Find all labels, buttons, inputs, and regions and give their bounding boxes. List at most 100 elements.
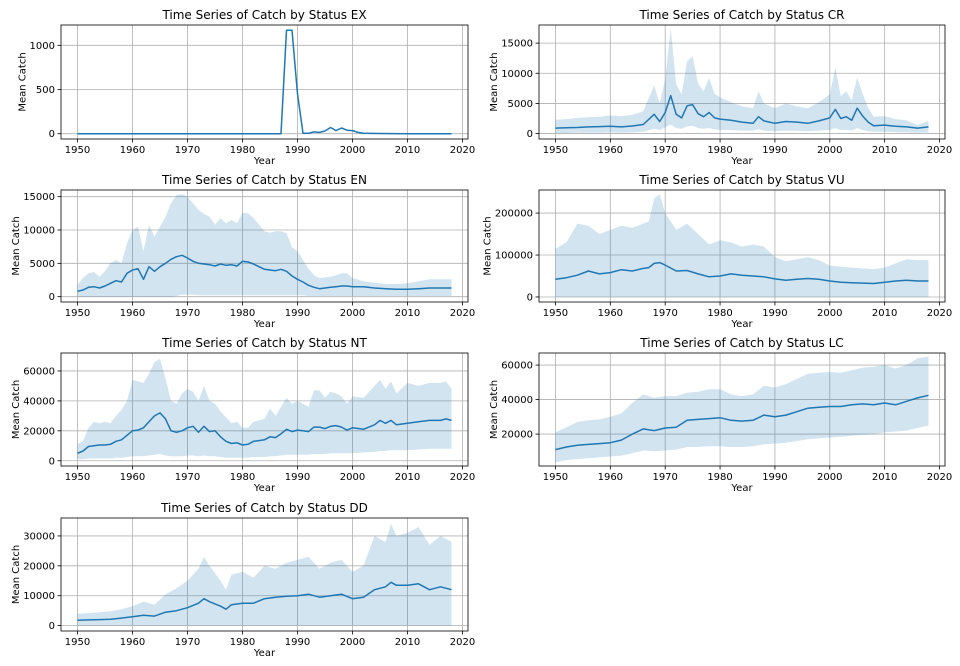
y-tick-label: 15000 xyxy=(23,192,55,203)
x-tick-label: 2000 xyxy=(817,145,842,156)
x-tick-label: 1980 xyxy=(230,308,255,319)
axes-frame xyxy=(60,189,469,303)
x-axis-label: Year xyxy=(253,648,276,659)
x-tick-label: 2010 xyxy=(395,472,420,483)
y-tick-label: 0 xyxy=(49,621,55,632)
x-tick-label: 1960 xyxy=(120,308,145,319)
axes-frame xyxy=(60,517,469,632)
y-tick-label: 0 xyxy=(527,129,533,140)
y-axis-label: Mean Catch xyxy=(489,380,500,439)
y-tick-label: 20000 xyxy=(23,426,55,437)
y-axis-label: Mean Catch xyxy=(11,216,22,275)
x-tick-label: 1990 xyxy=(285,308,310,319)
y-axis-label: Mean Catch xyxy=(11,545,22,604)
subplot-1: 1950 1960 1970 1980 1990 2000 2010 2020 0 5000 100… xyxy=(489,8,952,167)
x-tick-label: 2000 xyxy=(340,472,365,483)
x-axis-label: Year xyxy=(253,156,276,167)
subplot-3: 1950 1960 1970 1980 1990 2000 2010 2020 0 100000 2… xyxy=(483,173,953,330)
x-axis-label: Year xyxy=(253,319,276,330)
x-tick-label: 2010 xyxy=(395,637,420,648)
x-axis-label: Year xyxy=(253,483,276,494)
x-tick-label: 2020 xyxy=(450,637,475,648)
x-tick-label: 1990 xyxy=(762,308,787,319)
x-tick-label: 1950 xyxy=(65,308,90,319)
x-tick-label: 1990 xyxy=(762,145,787,156)
confidence-band xyxy=(77,524,452,626)
x-axis-label: Year xyxy=(730,156,753,167)
x-tick-label: 1960 xyxy=(598,308,623,319)
x-tick-label: 2020 xyxy=(450,472,475,483)
x-tick-label: 2000 xyxy=(817,472,842,483)
y-tick-label: 20000 xyxy=(23,561,55,572)
axes-frame xyxy=(538,24,946,140)
x-tick-label: 1960 xyxy=(120,637,145,648)
subplot-title: Time Series of Catch by Status LC xyxy=(639,336,843,350)
subplot-title: Time Series of Catch by Status VU xyxy=(638,173,844,187)
x-tick-label: 1990 xyxy=(285,145,310,156)
axes-frame xyxy=(60,352,469,467)
x-axis-label: Year xyxy=(730,319,753,330)
x-tick-label: 1980 xyxy=(230,637,255,648)
y-tick-label: 10000 xyxy=(23,591,55,602)
x-tick-label: 1950 xyxy=(65,472,90,483)
y-tick-label: 40000 xyxy=(501,395,533,406)
subplot-4: 1950 1960 1970 1980 1990 2000 2010 2020 0 20000 40… xyxy=(11,336,475,494)
x-tick-label: 1980 xyxy=(230,145,255,156)
mean-catch-line xyxy=(77,254,452,293)
confidence-band xyxy=(555,28,929,133)
x-tick-label: 2020 xyxy=(927,472,952,483)
x-tick-label: 1960 xyxy=(598,472,623,483)
subplot-5: 1950 1960 1970 1980 1990 2000 2010 2020 20000 400… xyxy=(489,336,952,494)
y-tick-label: 15000 xyxy=(501,39,533,50)
y-axis-label: Mean Catch xyxy=(11,380,22,439)
y-tick-label: 60000 xyxy=(501,361,533,372)
y-tick-label: 10000 xyxy=(23,226,55,237)
y-tick-label: 1000 xyxy=(30,41,55,52)
axes-frame xyxy=(60,24,469,140)
x-tick-label: 1970 xyxy=(652,472,677,483)
y-tick-label: 20000 xyxy=(501,430,533,441)
x-tick-label: 2010 xyxy=(872,145,897,156)
x-tick-label: 2020 xyxy=(450,308,475,319)
x-tick-label: 1970 xyxy=(175,145,200,156)
x-tick-label: 2020 xyxy=(927,145,952,156)
y-axis-label: Mean Catch xyxy=(489,52,500,111)
subplot-2: 1950 1960 1970 1980 1990 2000 2010 2020 0 5000 100… xyxy=(11,173,475,330)
x-tick-label: 1970 xyxy=(175,308,200,319)
y-tick-label: 5000 xyxy=(30,259,55,270)
x-tick-label: 1960 xyxy=(598,145,623,156)
x-tick-label: 1980 xyxy=(230,472,255,483)
x-axis-label: Year xyxy=(730,483,753,494)
x-tick-label: 1950 xyxy=(65,145,90,156)
x-tick-label: 1950 xyxy=(543,472,568,483)
x-tick-label: 1950 xyxy=(543,308,568,319)
x-tick-label: 1950 xyxy=(543,145,568,156)
subplot-title: Time Series of Catch by Status NT xyxy=(161,336,367,350)
x-tick-label: 2010 xyxy=(395,145,420,156)
y-axis-label: Mean Catch xyxy=(483,216,494,275)
confidence-band xyxy=(555,194,929,297)
x-tick-label: 1980 xyxy=(707,308,732,319)
x-tick-label: 1960 xyxy=(120,472,145,483)
x-tick-label: 1950 xyxy=(65,637,90,648)
y-tick-label: 10000 xyxy=(501,69,533,80)
x-tick-label: 1990 xyxy=(762,472,787,483)
y-tick-label: 0 xyxy=(527,292,533,303)
x-tick-label: 1980 xyxy=(707,145,732,156)
x-tick-label: 2000 xyxy=(340,145,365,156)
subplot-title: Time Series of Catch by Status EN xyxy=(161,173,367,187)
mean-catch-line xyxy=(555,261,929,285)
y-tick-label: 30000 xyxy=(23,531,55,542)
x-tick-label: 2000 xyxy=(340,308,365,319)
x-tick-label: 1970 xyxy=(175,472,200,483)
y-axis-label: Mean Catch xyxy=(17,52,28,111)
axes-frame xyxy=(538,352,946,467)
y-tick-label: 40000 xyxy=(23,396,55,407)
x-tick-label: 1990 xyxy=(285,472,310,483)
mean-catch-line xyxy=(77,581,452,621)
x-tick-label: 2020 xyxy=(450,145,475,156)
subplot-title: Time Series of Catch by Status CR xyxy=(638,8,844,22)
subplot-title: Time Series of Catch by Status EX xyxy=(161,8,366,22)
y-tick-label: 200000 xyxy=(495,209,533,220)
